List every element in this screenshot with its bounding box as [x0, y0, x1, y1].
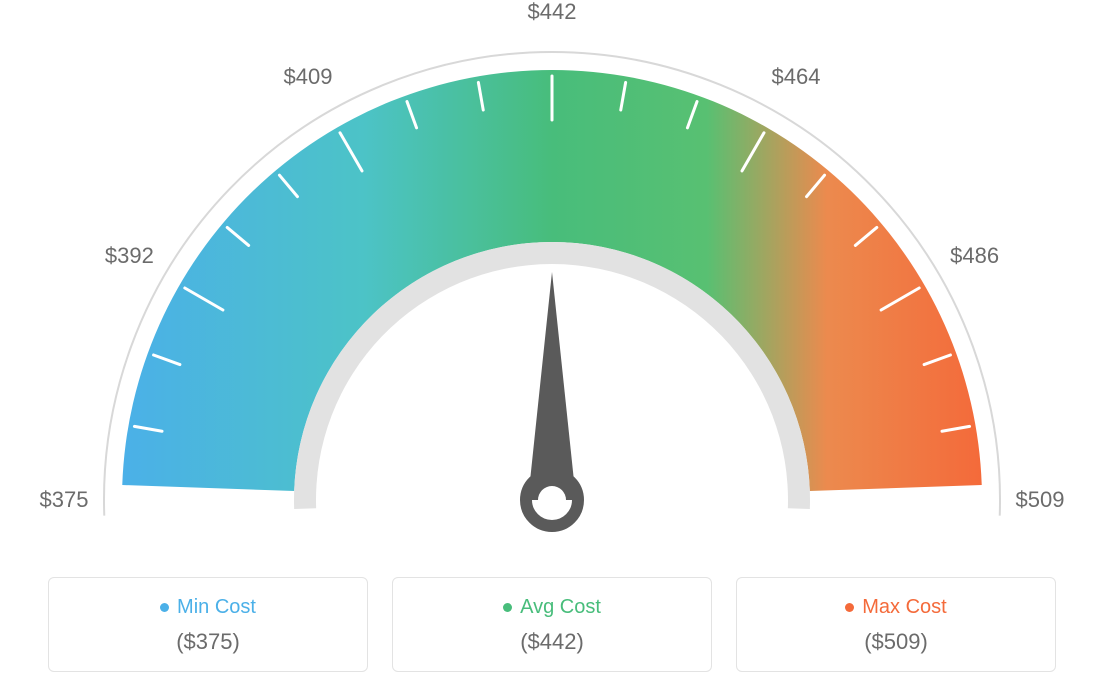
- legend-value: ($509): [747, 629, 1045, 655]
- legend-value: ($442): [403, 629, 701, 655]
- legend-card-max: Max Cost ($509): [736, 577, 1056, 672]
- legend-label: Min Cost: [177, 596, 256, 619]
- legend-label: Max Cost: [862, 596, 946, 619]
- gauge-tick-label: $464: [772, 64, 821, 90]
- legend-title-avg: Avg Cost: [503, 596, 601, 619]
- legend-card-min: Min Cost ($375): [48, 577, 368, 672]
- gauge-tick-label: $486: [950, 243, 999, 269]
- gauge-svg: [0, 0, 1104, 560]
- legend-title-max: Max Cost: [845, 596, 946, 619]
- legend-title-min: Min Cost: [160, 596, 256, 619]
- legend-value: ($375): [59, 629, 357, 655]
- gauge-tick-label: $509: [1016, 487, 1065, 513]
- gauge-chart: $375 $392 $409 $442 $464 $486 $509: [0, 0, 1104, 560]
- dot-icon: [503, 603, 512, 612]
- legend-card-avg: Avg Cost ($442): [392, 577, 712, 672]
- gauge-tick-label: $375: [40, 487, 89, 513]
- gauge-tick-label: $409: [284, 64, 333, 90]
- dot-icon: [845, 603, 854, 612]
- legend-label: Avg Cost: [520, 596, 601, 619]
- dot-icon: [160, 603, 169, 612]
- gauge-tick-label: $392: [105, 243, 154, 269]
- gauge-tick-label: $442: [528, 0, 577, 25]
- legend-row: Min Cost ($375) Avg Cost ($442) Max Cost…: [0, 577, 1104, 672]
